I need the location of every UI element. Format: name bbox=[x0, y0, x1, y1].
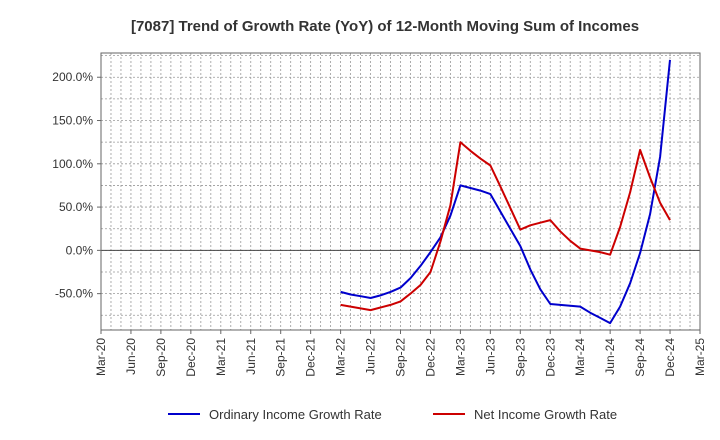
grid-lines bbox=[100, 53, 701, 330]
legend-label: Net Income Growth Rate bbox=[474, 407, 617, 422]
x-tick-label: Sep-22 bbox=[394, 338, 408, 377]
x-axis-ticks: Mar-20 Jun-20 Sep-20 Dec-20 Mar-21 Jun-21 Sep-… bbox=[94, 330, 707, 377]
x-tick-label: Sep-20 bbox=[154, 338, 168, 377]
y-tick-label: -50.0% bbox=[55, 287, 93, 301]
x-tick-label: Mar-20 bbox=[94, 338, 108, 376]
x-tick-label: Sep-23 bbox=[513, 338, 527, 377]
x-tick-label: Jun-20 bbox=[124, 338, 138, 375]
y-tick-label: 0.0% bbox=[66, 243, 94, 257]
x-tick-label: Dec-22 bbox=[423, 338, 437, 377]
series-line-ordinary-income bbox=[340, 59, 671, 325]
x-tick-label: Mar-23 bbox=[453, 338, 467, 376]
series-layer bbox=[340, 59, 671, 325]
x-tick-label: Dec-21 bbox=[304, 338, 318, 377]
x-tick-label: Dec-20 bbox=[184, 338, 198, 377]
x-tick-label: Sep-21 bbox=[274, 338, 288, 377]
x-tick-label: Jun-24 bbox=[603, 338, 617, 375]
x-tick-label: Dec-24 bbox=[663, 338, 677, 377]
series-line-net-income bbox=[340, 141, 671, 312]
x-tick-label: Mar-24 bbox=[573, 338, 587, 376]
x-tick-label: Sep-24 bbox=[633, 338, 647, 377]
x-tick-label: Mar-22 bbox=[334, 338, 348, 376]
y-tick-label: 100.0% bbox=[52, 157, 93, 171]
chart-title: [7087] Trend of Growth Rate (YoY) of 12-… bbox=[131, 18, 639, 35]
x-tick-label: Dec-23 bbox=[543, 338, 557, 377]
y-tick-label: 50.0% bbox=[59, 200, 93, 214]
legend: Ordinary Income Growth Rate Net Income Gr… bbox=[168, 407, 617, 422]
x-tick-label: Jun-22 bbox=[364, 338, 378, 375]
x-tick-label: Mar-21 bbox=[214, 338, 228, 376]
x-tick-label: Jun-21 bbox=[244, 338, 258, 375]
x-tick-label: Jun-23 bbox=[483, 338, 497, 375]
legend-label: Ordinary Income Growth Rate bbox=[209, 407, 382, 422]
y-tick-label: 150.0% bbox=[52, 114, 93, 128]
x-tick-label: Mar-25 bbox=[693, 338, 707, 376]
y-tick-label: 200.0% bbox=[52, 70, 93, 84]
y-axis-ticks: -50.0% 0.0% 50.0% 100.0% 150.0% 200.0% bbox=[52, 70, 101, 301]
